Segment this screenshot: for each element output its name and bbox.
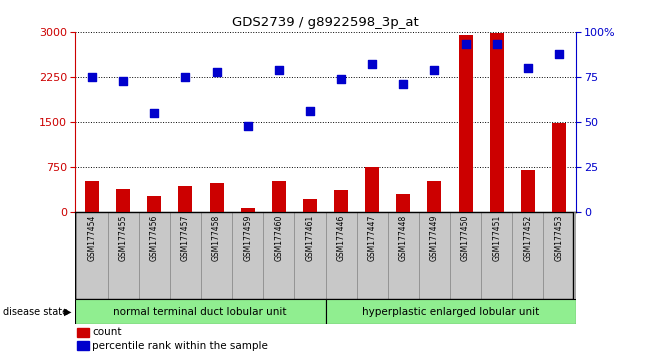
Point [149,110,159,116]
Bar [77,341,89,350]
Point [180,74,191,80]
Point [523,65,533,71]
Bar [396,194,410,212]
Point [242,123,253,129]
Bar [263,212,294,299]
Bar [450,212,481,299]
Bar [272,181,286,212]
Text: GSM177449: GSM177449 [430,215,439,261]
Text: GSM177453: GSM177453 [555,215,564,261]
Text: GSM177446: GSM177446 [337,215,346,261]
Text: ▶: ▶ [64,307,72,316]
Text: hyperplastic enlarged lobular unit: hyperplastic enlarged lobular unit [362,307,540,316]
Text: GSM177451: GSM177451 [492,215,501,261]
Bar [76,212,107,299]
Point [212,69,222,74]
Text: GSM177448: GSM177448 [399,215,408,261]
Point [554,51,564,56]
Bar [241,208,255,212]
Bar [77,327,89,337]
Text: GSM177460: GSM177460 [274,215,283,261]
Bar [512,212,544,299]
Bar [552,123,566,212]
Bar [139,212,170,299]
Point [492,42,502,47]
Bar [210,183,223,212]
Text: GSM177456: GSM177456 [150,215,159,261]
Text: GSM177447: GSM177447 [368,215,377,261]
Text: count: count [92,327,122,337]
Text: GSM177459: GSM177459 [243,215,252,261]
Point [398,81,409,87]
Bar [490,33,504,212]
Bar [419,212,450,299]
Bar [428,181,441,212]
Text: GSM177452: GSM177452 [523,215,533,261]
Text: GSM177458: GSM177458 [212,215,221,261]
Bar [75,299,326,324]
Bar [388,212,419,299]
Text: GSM177455: GSM177455 [118,215,128,261]
Point [87,74,97,80]
Text: GSM177454: GSM177454 [87,215,96,261]
Text: GDS2739 / g8922598_3p_at: GDS2739 / g8922598_3p_at [232,16,419,29]
Bar [178,186,193,212]
Bar [107,212,139,299]
Bar [303,199,317,212]
Bar [334,189,348,212]
Bar [170,212,201,299]
Bar [458,35,473,212]
Text: GSM177461: GSM177461 [305,215,314,261]
Point [305,108,315,114]
Bar [85,181,99,212]
Point [336,76,346,82]
Point [367,62,378,67]
Text: disease state: disease state [3,307,68,316]
Bar [521,170,535,212]
Text: percentile rank within the sample: percentile rank within the sample [92,341,268,350]
Point [118,78,128,84]
Bar [326,299,576,324]
Point [460,42,471,47]
Bar [544,212,575,299]
Bar [294,212,326,299]
Text: GSM177450: GSM177450 [461,215,470,261]
Bar [201,212,232,299]
Text: GSM177457: GSM177457 [181,215,190,261]
Point [429,67,439,73]
Text: normal terminal duct lobular unit: normal terminal duct lobular unit [113,307,287,316]
Point [273,67,284,73]
Bar [365,167,379,212]
Bar [481,212,512,299]
Bar [357,212,388,299]
Bar [232,212,263,299]
Bar [326,212,357,299]
Bar [147,196,161,212]
Bar [116,189,130,212]
